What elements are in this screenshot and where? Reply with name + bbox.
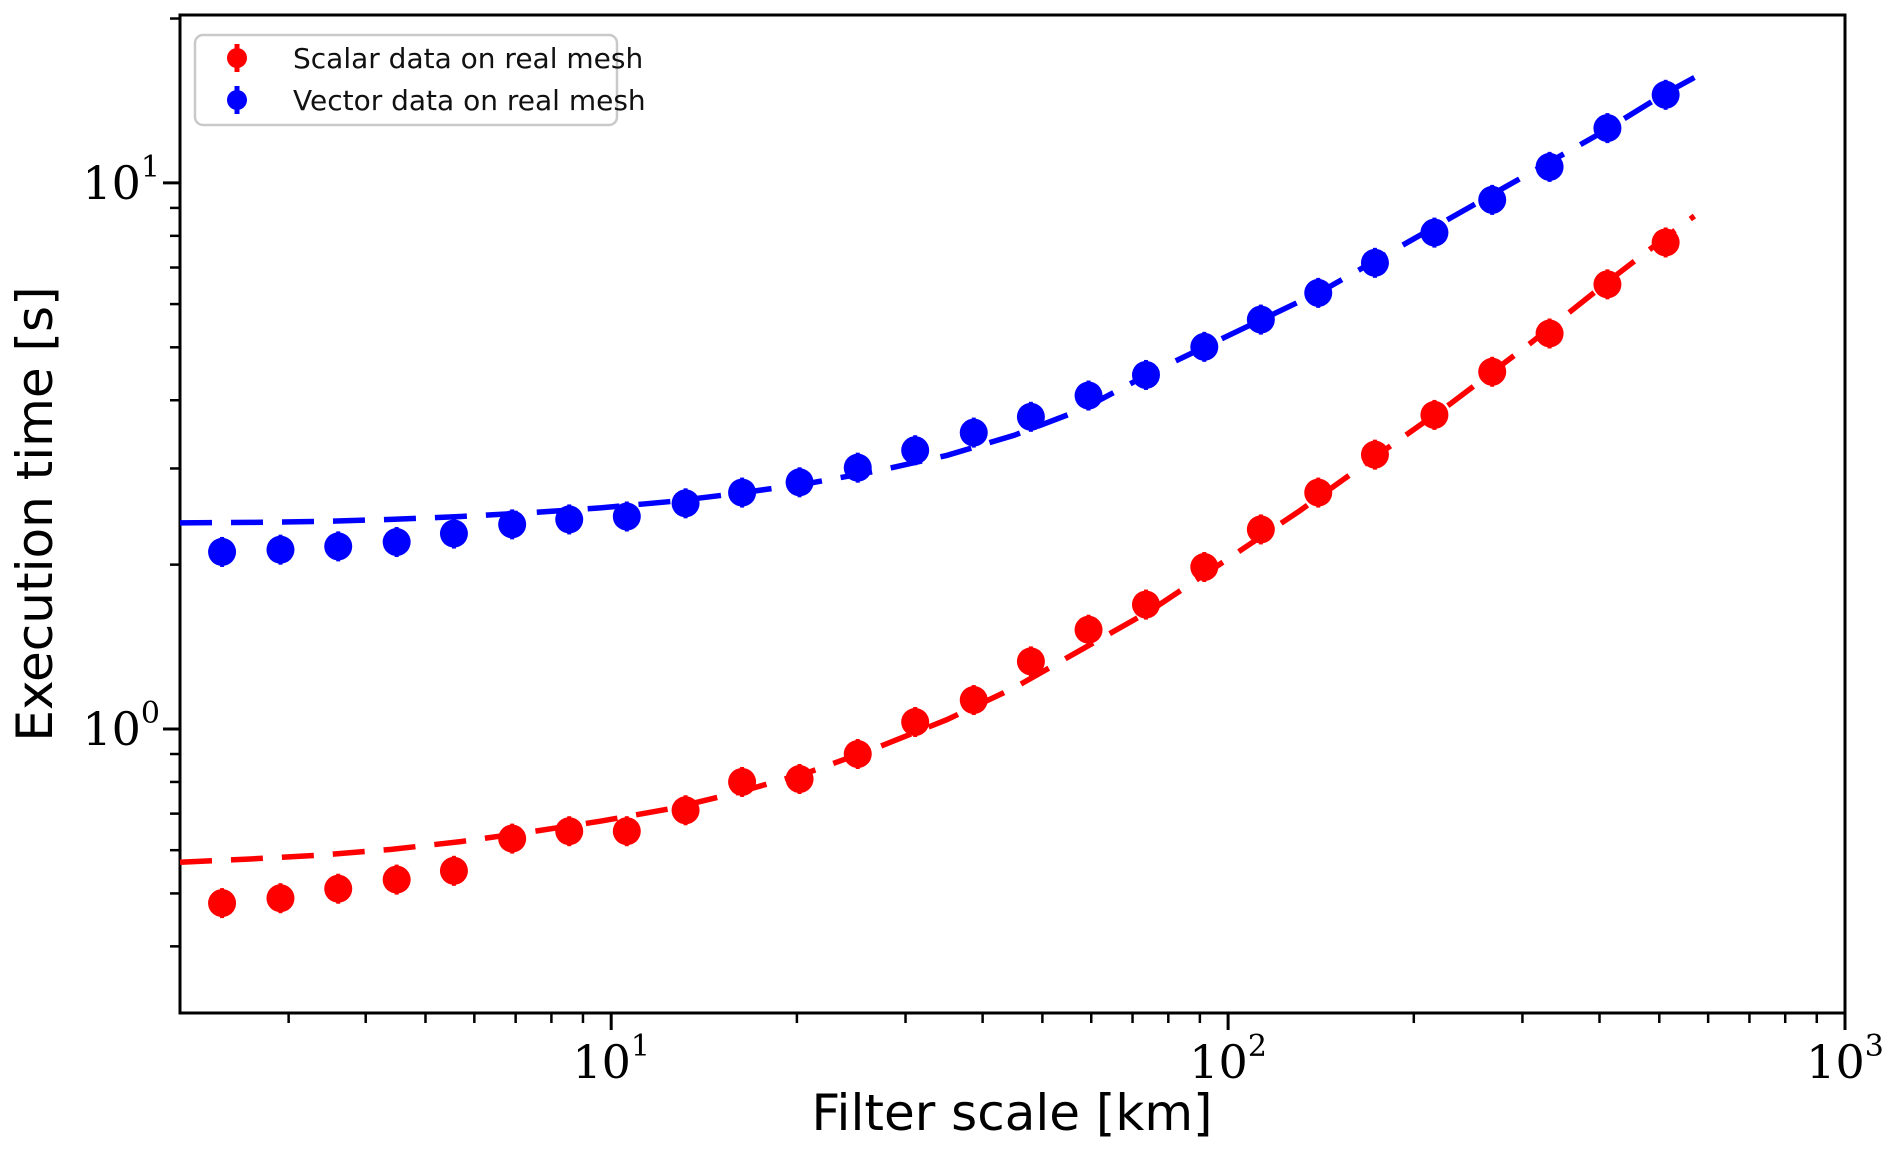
data-point [266,535,295,564]
data-point [324,874,353,903]
data-point [439,856,468,885]
data-point [1420,218,1449,247]
data-point [1074,615,1103,644]
x-tick-label: 101 [572,1029,650,1089]
data-point [1246,305,1275,334]
data-point [612,502,641,531]
data-point [1478,357,1507,386]
y-tick-label: 101 [82,150,160,210]
data-point [1131,360,1160,389]
y-tick-label: 100 [82,696,160,756]
data-point [1190,553,1219,582]
data-point [843,740,872,769]
data-point [785,765,814,794]
legend: Scalar data on real mesh Vector data on … [193,33,646,127]
data-point [843,453,872,482]
x-tick-label: 103 [1806,1029,1884,1089]
data-point [1651,228,1680,257]
data-point [208,537,237,566]
legend-label-vector: Vector data on real mesh [293,84,646,117]
data-point [1131,590,1160,619]
vector-fit-line [179,75,1696,526]
data-point [1304,278,1333,307]
data-point [728,478,757,507]
data-point [1478,185,1507,214]
x-tick-label: 102 [1189,1029,1267,1089]
legend-box [193,33,619,127]
y-axis-label: Execution time [s] [6,286,64,741]
data-point [1074,381,1103,410]
data-point [1016,647,1045,676]
data-point [785,468,814,497]
data-point [1190,332,1219,361]
data-point [439,519,468,548]
plot-frame [178,13,1847,1015]
data-point [1360,248,1389,277]
data-point [1535,152,1564,181]
y-axis-ticks: 100 101 [82,17,180,948]
data-point [208,889,237,918]
data-point [1360,440,1389,469]
data-point [382,528,411,557]
data-point [1593,114,1622,143]
scalar-fit-line [179,213,1697,866]
data-point [671,489,700,518]
data-point [1593,270,1622,299]
legend-marker-icon-scalar [227,48,247,68]
data-point [1651,80,1680,109]
data-point [1016,402,1045,431]
plot-area: 101 102 103 100 101 [82,17,1884,1089]
data-point [1304,478,1333,507]
data-point [1420,400,1449,429]
data-point [382,865,411,894]
data-point [1246,515,1275,544]
data-point [901,436,930,465]
legend-label-scalar: Scalar data on real mesh [293,42,643,75]
data-point [324,532,353,561]
data-point [498,824,527,853]
x-axis-label: Filter scale [km] [811,1084,1212,1142]
data-point [901,708,930,737]
legend-marker-icon-vector [227,90,247,110]
vector-data-points [208,79,1680,567]
data-point [555,817,584,846]
data-point [498,510,527,539]
data-point [959,686,988,715]
scalar-data-points [208,227,1680,919]
data-point [959,418,988,447]
x-axis-ticks: 101 102 103 [287,1013,1884,1089]
data-point [671,796,700,825]
data-point [728,767,757,796]
data-point [1535,319,1564,348]
data-point [555,505,584,534]
data-point [612,817,641,846]
data-point [266,884,295,913]
